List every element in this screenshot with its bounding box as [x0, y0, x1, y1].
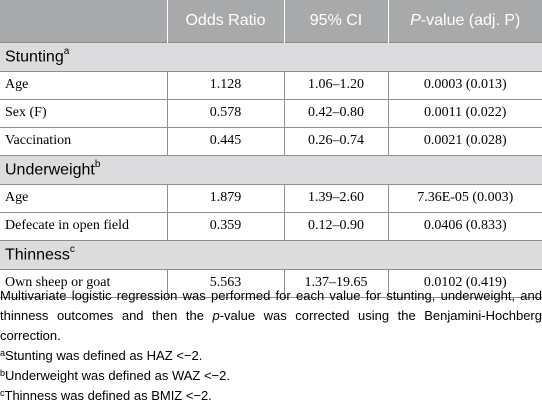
table-row: Sex (F) 0.578 0.42–0.80 0.0011 (0.022)	[0, 98, 542, 127]
section-title: Underweightb	[0, 154, 542, 185]
ci-cell: 0.26–0.74	[283, 126, 388, 155]
header-p-rest: -value (adj. P)	[420, 11, 521, 29]
section-title-sup: a	[63, 45, 70, 57]
odds-ratio-cell: 0.578	[166, 98, 284, 127]
row-label: Vaccination	[0, 126, 167, 155]
header-p-value: P-value (adj. P)	[387, 0, 542, 42]
main-note-italic: p	[212, 308, 220, 323]
p-value-cell: 0.0021 (0.028)	[387, 126, 542, 155]
ci-cell: 1.39–2.60	[283, 183, 388, 212]
header-ci: 95% CI	[283, 0, 388, 42]
footnote-marker: c	[0, 388, 5, 398]
odds-ratio-cell: 5.563	[166, 268, 284, 298]
odds-ratio-cell: 1.879	[166, 183, 284, 212]
row-label: Age	[0, 183, 167, 212]
table-row: Age 1.128 1.06–1.20 0.0003 (0.013)	[0, 70, 542, 99]
section-title-text: Stunting	[5, 48, 64, 66]
section-title-sup: b	[94, 158, 101, 170]
p-value-cell: 0.0011 (0.022)	[387, 98, 542, 127]
header-p-italic: P	[410, 11, 421, 29]
table-row: Vaccination 0.445 0.26–0.74 0.0021 (0.02…	[0, 126, 542, 155]
table-row: Defecate in open field 0.359 0.12–0.90 0…	[0, 211, 542, 240]
header-variable	[0, 0, 167, 42]
footnote-marker: a	[0, 348, 6, 358]
table-header-row: Odds Ratio 95% CI P-value (adj. P)	[0, 0, 542, 42]
table-row: Own sheep or goat 5.563 1.37–19.65 0.010…	[0, 268, 542, 298]
footnote-text: Underweight was defined as WAZ <−2.	[5, 368, 230, 383]
p-value-cell: 0.0102 (0.419)	[387, 268, 542, 298]
table-row: Age 1.879 1.39–2.60 7.36E-05 (0.003)	[0, 183, 542, 212]
p-value-cell: 0.0406 (0.833)	[387, 211, 542, 240]
results-table-container: Odds Ratio 95% CI P-value (adj. P) Stunt…	[0, 0, 542, 298]
row-label: Age	[0, 70, 167, 99]
row-label: Defecate in open field	[0, 211, 167, 240]
header-odds-ratio: Odds Ratio	[166, 0, 284, 42]
footnote-c: cThinness was defined as BMIZ <−2.	[0, 386, 542, 406]
row-label: Own sheep or goat	[0, 268, 167, 298]
footnote-marker: b	[0, 368, 6, 378]
ci-cell: 0.12–0.90	[283, 211, 388, 240]
footnote-a: aStunting was defined as HAZ <−2.	[0, 346, 542, 366]
odds-ratio-cell: 0.445	[166, 126, 284, 155]
section-row-stunting: Stuntinga	[0, 41, 542, 72]
section-title-text: Thinness	[5, 246, 70, 264]
section-title: Stuntinga	[0, 41, 542, 72]
table-notes: Multivariate logistic regression was per…	[0, 286, 542, 406]
section-row-thinness: Thinnessc	[0, 239, 542, 270]
main-note-part2: -value was corrected using the Benjamini…	[0, 308, 542, 343]
ci-cell: 1.37–19.65	[283, 268, 388, 298]
main-note: Multivariate logistic regression was per…	[0, 286, 542, 346]
section-title: Thinnessc	[0, 239, 542, 270]
row-label: Sex (F)	[0, 98, 167, 127]
footnote-text: Stunting was defined as HAZ <−2.	[5, 348, 203, 363]
main-note-part1: Multivariate logistic regression was per…	[0, 288, 542, 323]
footnote-text: Thinness was defined as BMIZ <−2.	[4, 388, 212, 403]
section-title-sup: c	[69, 243, 75, 255]
p-value-cell: 0.0003 (0.013)	[387, 70, 542, 99]
ci-cell: 0.42–0.80	[283, 98, 388, 127]
ci-cell: 1.06–1.20	[283, 70, 388, 99]
odds-ratio-cell: 0.359	[166, 211, 284, 240]
footnote-b: bUnderweight was defined as WAZ <−2.	[0, 366, 542, 386]
odds-ratio-table: Odds Ratio 95% CI P-value (adj. P) Stunt…	[0, 0, 542, 298]
odds-ratio-cell: 1.128	[166, 70, 284, 99]
section-row-underweight: Underweightb	[0, 154, 542, 185]
p-value-cell: 7.36E-05 (0.003)	[387, 183, 542, 212]
section-title-text: Underweight	[5, 161, 95, 179]
